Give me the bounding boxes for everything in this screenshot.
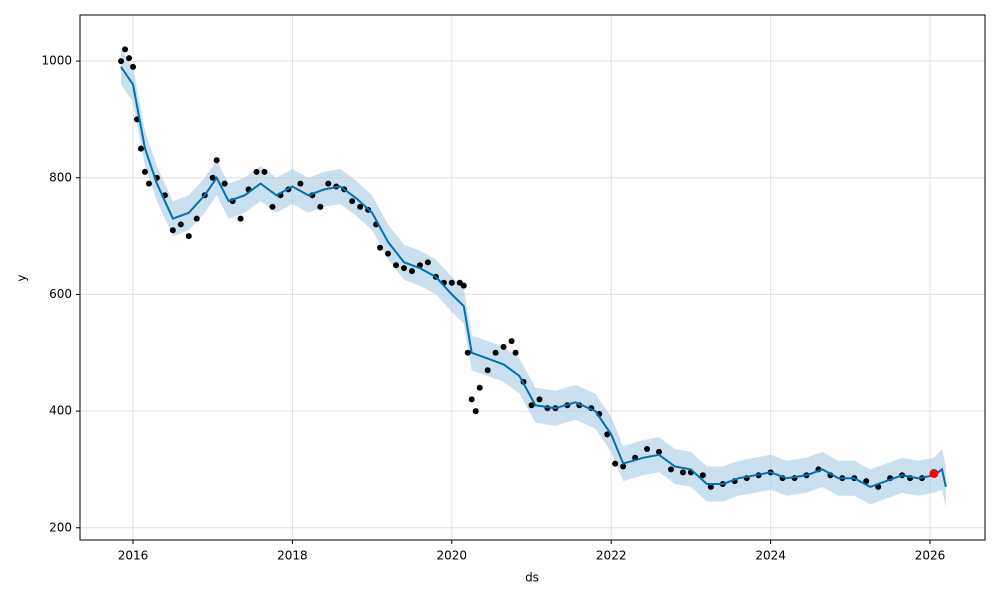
observation-point	[393, 262, 400, 269]
observation-point	[620, 463, 627, 470]
observation-point	[492, 349, 499, 356]
observation-point	[118, 58, 125, 65]
observation-point	[424, 259, 431, 266]
x-tick-label: 2016	[118, 549, 149, 563]
observation-point	[269, 203, 276, 210]
observation-point	[237, 215, 244, 222]
observation-point	[357, 203, 364, 210]
observation-point	[863, 478, 870, 485]
y-tick-label: 400	[49, 404, 72, 418]
x-tick-label: 2022	[596, 549, 627, 563]
y-axis-label: y	[15, 274, 29, 281]
observation-point	[679, 469, 686, 476]
y-tick-label: 600	[49, 287, 72, 301]
highlight-point	[929, 469, 939, 478]
observation-point	[460, 282, 467, 289]
observation-point	[508, 338, 515, 345]
y-tick-label: 1000	[41, 54, 72, 68]
observation-point	[137, 145, 144, 152]
observation-point	[261, 168, 268, 175]
observation-point	[468, 396, 475, 403]
observation-point	[325, 180, 332, 187]
observation-point	[221, 180, 228, 187]
observation-point	[408, 268, 415, 275]
uncertainty-band	[121, 49, 946, 508]
observation-point	[707, 483, 714, 490]
plot-frame	[79, 14, 986, 541]
observation-point	[185, 233, 192, 240]
x-tick-label: 2018	[277, 549, 308, 563]
observation-point	[177, 221, 184, 228]
observation-point	[656, 448, 663, 455]
observation-point	[512, 349, 519, 356]
observation-point	[472, 408, 479, 415]
observation-point	[253, 168, 260, 175]
observation-point	[500, 343, 507, 350]
observation-point	[400, 265, 407, 272]
observation-point	[667, 466, 674, 473]
observation-point	[377, 244, 384, 251]
observation-point	[297, 180, 304, 187]
observation-point	[169, 227, 176, 234]
observation-point	[644, 446, 651, 452]
observation-point	[484, 367, 491, 374]
y-tick-label: 200	[49, 520, 72, 534]
observation-point	[213, 157, 220, 164]
observation-point	[536, 396, 543, 403]
observation-point	[528, 402, 535, 409]
observation-point	[122, 46, 129, 53]
observation-point	[209, 174, 216, 181]
forecast-line	[120, 66, 947, 488]
x-tick-label: 2024	[755, 549, 786, 563]
observation-point	[604, 431, 611, 438]
x-axis-label: ds	[525, 571, 539, 585]
observation-point	[317, 203, 324, 210]
observation-point	[464, 349, 471, 356]
observation-point	[385, 250, 392, 257]
observation-point	[612, 460, 619, 467]
observation-point	[130, 63, 137, 70]
observation-point	[126, 55, 133, 62]
observation-point	[193, 215, 200, 222]
observation-point	[141, 168, 148, 175]
x-tick-label: 2026	[915, 549, 946, 563]
observation-point	[448, 279, 455, 286]
y-tick-label: 800	[49, 170, 72, 184]
observation-point	[145, 180, 152, 187]
observation-point	[349, 198, 356, 205]
observation-point	[699, 472, 706, 479]
x-tick-label: 2020	[437, 549, 468, 563]
observation-point	[476, 384, 483, 391]
